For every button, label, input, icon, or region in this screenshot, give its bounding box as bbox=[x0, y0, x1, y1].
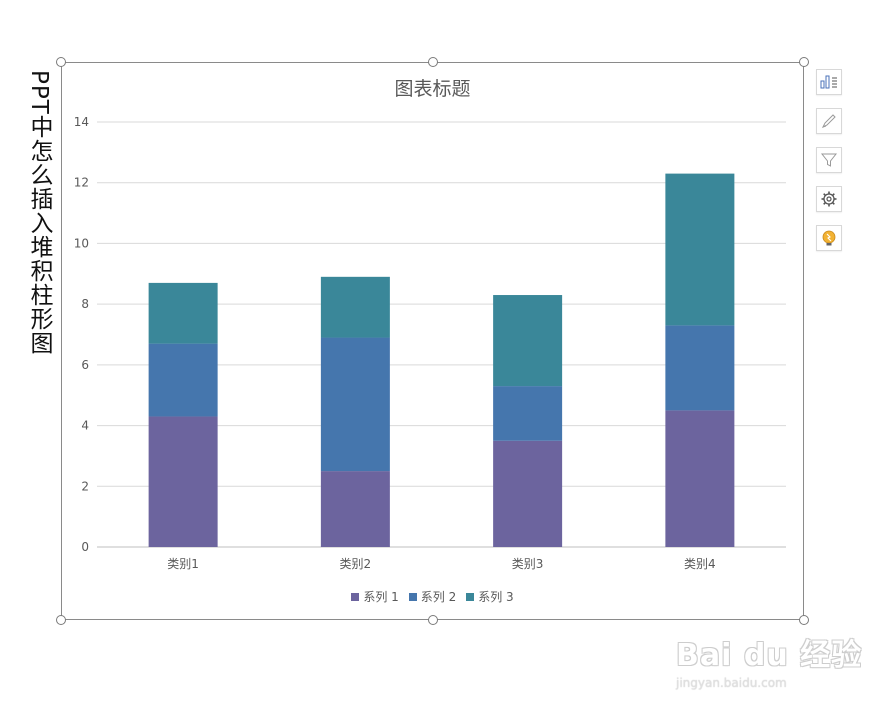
legend-label-series-3: 系列 3 bbox=[478, 590, 514, 604]
chart-styles-brush-icon bbox=[821, 114, 836, 129]
x-tick-label: 类别4 bbox=[684, 557, 716, 571]
y-tick-label: 0 bbox=[81, 540, 89, 554]
chart-filters-button[interactable] bbox=[816, 147, 842, 173]
bar-segment-series-2[interactable] bbox=[148, 343, 218, 417]
x-tick-label: 类别2 bbox=[340, 557, 372, 571]
x-tick-label: 类别1 bbox=[167, 557, 199, 571]
bar-segment-series-3[interactable] bbox=[493, 295, 563, 387]
bar-segment-series-2[interactable] bbox=[493, 386, 563, 441]
resize-handle-bottom-right[interactable] bbox=[799, 615, 809, 625]
x-tick-label: 类别3 bbox=[512, 557, 544, 571]
legend-label-series-2: 系列 2 bbox=[420, 590, 457, 604]
y-tick-label: 14 bbox=[74, 115, 89, 129]
chart-elements-icon bbox=[820, 75, 837, 89]
bar-segment-series-2[interactable] bbox=[320, 337, 390, 472]
chart-ideas-button[interactable] bbox=[816, 225, 842, 251]
legend-item-series-1: 系列 1 bbox=[351, 588, 399, 605]
y-tick-label: 12 bbox=[74, 176, 89, 190]
chart-filters-icon bbox=[820, 153, 838, 167]
bar-segment-series-3[interactable] bbox=[665, 173, 735, 326]
legend-swatch-series-2 bbox=[408, 592, 417, 601]
watermark-text: Bai du 经验 bbox=[676, 638, 863, 673]
resize-handle-bottom-middle[interactable] bbox=[428, 615, 438, 625]
resize-handle-bottom-left[interactable] bbox=[56, 615, 66, 625]
chart-side-toolbar bbox=[816, 69, 842, 264]
legend-item-series-3: 系列 3 bbox=[466, 588, 514, 605]
chart-settings-gear-icon bbox=[821, 191, 837, 207]
chart-title[interactable]: 图表标题 bbox=[394, 78, 471, 100]
bar-segment-series-1[interactable] bbox=[493, 440, 563, 547]
lightbulb-idea-icon bbox=[822, 230, 836, 246]
resize-handle-top-left[interactable] bbox=[56, 57, 66, 67]
watermark-url: jingyan.baidu.com bbox=[676, 676, 787, 690]
bar-segment-series-2[interactable] bbox=[665, 325, 735, 411]
bar-segment-series-3[interactable] bbox=[148, 282, 218, 344]
page-side-title: PPT中怎么插入堆积柱形图 bbox=[26, 70, 52, 355]
y-tick-label: 8 bbox=[81, 297, 89, 311]
legend-swatch-series-3 bbox=[466, 592, 475, 601]
baidu-jingyan-watermark: Bai du 经验 jingyan.baidu.com bbox=[676, 630, 862, 690]
chart-settings-button[interactable] bbox=[816, 186, 842, 212]
legend-swatch-series-1 bbox=[351, 592, 360, 601]
legend-label-series-1: 系列 1 bbox=[363, 590, 399, 604]
legend-item-series-2: 系列 2 bbox=[408, 588, 457, 605]
bar-segment-series-1[interactable] bbox=[148, 416, 218, 547]
resize-handle-top-middle[interactable] bbox=[428, 57, 438, 67]
bar-segment-series-3[interactable] bbox=[320, 276, 390, 338]
y-tick-label: 4 bbox=[81, 419, 89, 433]
chart-styles-button[interactable] bbox=[816, 108, 842, 134]
y-tick-label: 6 bbox=[81, 358, 89, 372]
y-tick-label: 2 bbox=[81, 479, 89, 493]
bar-segment-series-1[interactable] bbox=[665, 410, 735, 547]
resize-handle-top-right[interactable] bbox=[799, 57, 809, 67]
bar-segment-series-1[interactable] bbox=[320, 471, 390, 547]
y-tick-label: 10 bbox=[74, 236, 89, 250]
chart-legend[interactable]: 系列 1 系列 2 系列 3 bbox=[61, 588, 804, 605]
chart-elements-button[interactable] bbox=[816, 69, 842, 95]
